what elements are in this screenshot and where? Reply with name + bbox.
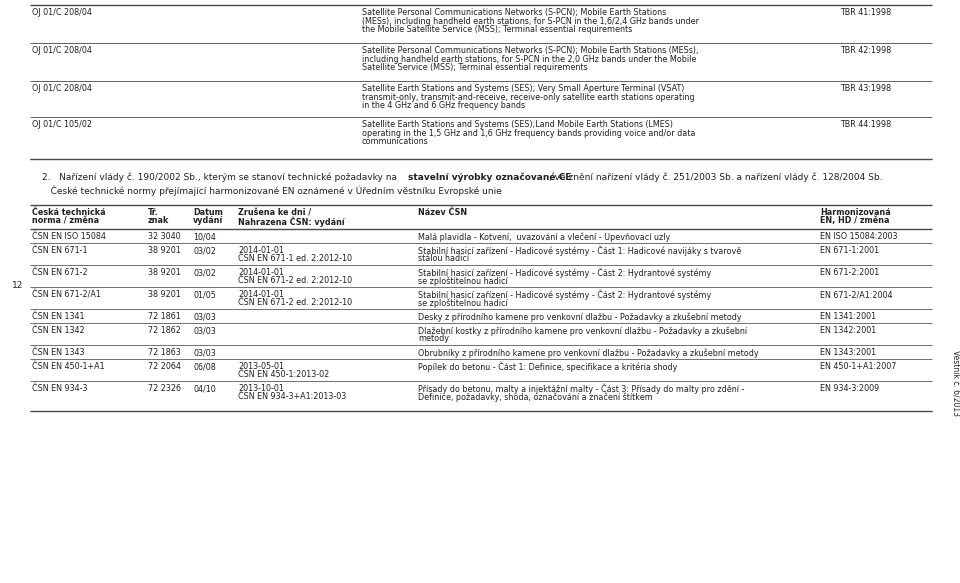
Text: 03/03: 03/03 <box>193 312 216 321</box>
Text: EN, HD / změna: EN, HD / změna <box>820 216 890 225</box>
Text: EN 671-1:2001: EN 671-1:2001 <box>820 246 879 255</box>
Text: communications: communications <box>362 137 429 146</box>
Text: 38 9201: 38 9201 <box>148 268 180 277</box>
Text: 10/04: 10/04 <box>193 232 216 241</box>
Text: EN 934-3:2009: EN 934-3:2009 <box>820 384 879 393</box>
Text: ČSN EN 671-2: ČSN EN 671-2 <box>32 268 87 277</box>
Text: 72 1862: 72 1862 <box>148 326 180 335</box>
Text: 12: 12 <box>12 280 24 290</box>
Text: 38 9201: 38 9201 <box>148 246 180 255</box>
Text: Stabilní hasicí zařízení - Hadicové systémy - Část 2: Hydrantové systémy: Stabilní hasicí zařízení - Hadicové syst… <box>418 290 711 300</box>
Text: 2013-10-01: 2013-10-01 <box>238 384 284 393</box>
Text: EN 671-2:2001: EN 671-2:2001 <box>820 268 879 277</box>
Text: operating in the 1,5 GHz and 1,6 GHz frequency bands providing voice and/or data: operating in the 1,5 GHz and 1,6 GHz fre… <box>362 128 695 138</box>
Text: České technické normy přejímající harmonizované EN oznámené v Úředním věstníku E: České technické normy přejímající harmon… <box>42 185 502 195</box>
Text: 06/08: 06/08 <box>193 362 216 371</box>
Text: Obrubníky z přírodního kamene pro venkovní dlažbu - Požadavky a zkušební metody: Obrubníky z přírodního kamene pro venkov… <box>418 348 758 357</box>
Text: (MESs), including handheld earth stations, for S-PCN in the 1,6/2,4 GHz bands un: (MESs), including handheld earth station… <box>362 16 699 26</box>
Text: Datum: Datum <box>193 208 223 217</box>
Text: transmit-only, transmit-and-receive, receive-only satellite earth stations opera: transmit-only, transmit-and-receive, rec… <box>362 93 694 101</box>
Text: stavelní výrobky označované CE: stavelní výrobky označované CE <box>408 172 571 181</box>
Text: 03/03: 03/03 <box>193 326 216 335</box>
Text: ČSN EN 671-1: ČSN EN 671-1 <box>32 246 87 255</box>
Text: ČSN EN 671-1 ed. 2:2012-10: ČSN EN 671-1 ed. 2:2012-10 <box>238 254 352 263</box>
Text: 03/03: 03/03 <box>193 348 216 357</box>
Text: 2013-05-01: 2013-05-01 <box>238 362 284 371</box>
Text: Název ČSN: Název ČSN <box>418 208 468 217</box>
Text: 2.   Nařízení vlády č. 190/2002 Sb., kterým se stanoví technické požadavky na: 2. Nařízení vlády č. 190/2002 Sb., který… <box>42 172 400 181</box>
Text: vydání: vydání <box>193 216 224 225</box>
Text: ČSN EN 671-2 ed. 2:2012-10: ČSN EN 671-2 ed. 2:2012-10 <box>238 298 352 307</box>
Text: ČSN EN 934-3+A1:2013-03: ČSN EN 934-3+A1:2013-03 <box>238 392 347 401</box>
Text: Harmonizovaná: Harmonizovaná <box>820 208 891 217</box>
Text: 2014-01-01: 2014-01-01 <box>238 246 284 255</box>
Text: including handheld earth stations, for S-PCN in the 2,0 GHz bands under the Mobi: including handheld earth stations, for S… <box>362 54 696 64</box>
Text: 01/05: 01/05 <box>193 290 216 299</box>
Text: ČSN EN 1343: ČSN EN 1343 <box>32 348 84 357</box>
Text: 72 2064: 72 2064 <box>148 362 180 371</box>
Text: the Mobile Satellite Service (MSS); Terminal essential requirements: the Mobile Satellite Service (MSS); Term… <box>362 25 633 34</box>
Text: ČSN EN 671-2/A1: ČSN EN 671-2/A1 <box>32 290 101 299</box>
Text: EN 450-1+A1:2007: EN 450-1+A1:2007 <box>820 362 897 371</box>
Text: OJ 01/C 208/04: OJ 01/C 208/04 <box>32 46 92 55</box>
Text: ČSN EN ISO 15084: ČSN EN ISO 15084 <box>32 232 106 241</box>
Text: TBR 44:1998: TBR 44:1998 <box>840 120 891 129</box>
Text: TBR 42:1998: TBR 42:1998 <box>840 46 891 55</box>
Text: stálou hadicí: stálou hadicí <box>418 254 469 263</box>
Text: 72 1863: 72 1863 <box>148 348 180 357</box>
Text: Satellite Earth Stations and Systems (SES); Very Small Aperture Terminal (VSAT): Satellite Earth Stations and Systems (SE… <box>362 84 684 93</box>
Text: EN 671-2/A1:2004: EN 671-2/A1:2004 <box>820 290 893 299</box>
Text: EN 1342:2001: EN 1342:2001 <box>820 326 876 335</box>
Text: se zploštitelnou hadicí: se zploštitelnou hadicí <box>418 298 508 308</box>
Text: EN 1341:2001: EN 1341:2001 <box>820 312 876 321</box>
Text: 32 3040: 32 3040 <box>148 232 180 241</box>
Text: norma / změna: norma / změna <box>32 216 99 225</box>
Text: Popílek do betonu - Část 1: Definice, specifikace a kritéria shody: Popílek do betonu - Část 1: Definice, sp… <box>418 362 678 373</box>
Text: znak: znak <box>148 216 169 225</box>
Text: Satellite Earth Stations and Systems (SES);Land Mobile Earth Stations (LMES): Satellite Earth Stations and Systems (SE… <box>362 120 673 129</box>
Text: Zrušena ke dni /: Zrušena ke dni / <box>238 208 311 217</box>
Text: Desky z přírodního kamene pro venkovní dlažbu - Požadavky a zkušební metody: Desky z přírodního kamene pro venkovní d… <box>418 312 742 321</box>
Text: ČSN EN 450-1+A1: ČSN EN 450-1+A1 <box>32 362 105 371</box>
Text: ČSN EN 934-3: ČSN EN 934-3 <box>32 384 87 393</box>
Text: ČSN EN 1341: ČSN EN 1341 <box>32 312 84 321</box>
Text: OJ 01/C 105/02: OJ 01/C 105/02 <box>32 120 92 129</box>
Text: 72 2326: 72 2326 <box>148 384 181 393</box>
Text: 03/02: 03/02 <box>193 246 216 255</box>
Text: 03/02: 03/02 <box>193 268 216 277</box>
Text: ČSN EN 671-2 ed. 2:2012-10: ČSN EN 671-2 ed. 2:2012-10 <box>238 276 352 285</box>
Text: Satellite Personal Communications Networks (S-PCN); Mobile Earth Stations (MESs): Satellite Personal Communications Networ… <box>362 46 698 55</box>
Text: Stabilní hasicí zařízení - Hadicové systémy - Část 2: Hydrantové systémy: Stabilní hasicí zařízení - Hadicové syst… <box>418 268 711 279</box>
Text: 2014-01-01: 2014-01-01 <box>238 268 284 277</box>
Text: EN ISO 15084:2003: EN ISO 15084:2003 <box>820 232 898 241</box>
Text: ČSN EN 450-1:2013-02: ČSN EN 450-1:2013-02 <box>238 370 329 379</box>
Text: se zploštitelnou hadicí: se zploštitelnou hadicí <box>418 276 508 286</box>
Text: 2014-01-01: 2014-01-01 <box>238 290 284 299</box>
Text: Dlažební kostky z přírodního kamene pro venkovní dlažbu - Požadavky a zkušební: Dlažební kostky z přírodního kamene pro … <box>418 326 747 335</box>
Text: , ve znění nařízení vlády č. 251/2003 Sb. a nařízení vlády č. 128/2004 Sb.: , ve znění nařízení vlády č. 251/2003 Sb… <box>549 172 882 181</box>
Text: EN 1343:2001: EN 1343:2001 <box>820 348 876 357</box>
Text: TBR 41:1998: TBR 41:1998 <box>840 8 891 17</box>
Text: OJ 01/C 208/04: OJ 01/C 208/04 <box>32 8 92 17</box>
Text: in the 4 GHz and 6 GHz frequency bands: in the 4 GHz and 6 GHz frequency bands <box>362 101 525 110</box>
Text: Satellite Personal Communications Networks (S-PCN); Mobile Earth Stations: Satellite Personal Communications Networ… <box>362 8 666 17</box>
Text: Tř.: Tř. <box>148 208 158 217</box>
Text: Česká technická: Česká technická <box>32 208 106 217</box>
Text: TBR 43:1998: TBR 43:1998 <box>840 84 891 93</box>
Text: OJ 01/C 208/04: OJ 01/C 208/04 <box>32 84 92 93</box>
Text: 72 1861: 72 1861 <box>148 312 180 321</box>
Text: 38 9201: 38 9201 <box>148 290 180 299</box>
Text: metody: metody <box>418 334 449 343</box>
Text: Přísady do betonu, malty a injektážní malty - Část 3: Přísady do malty pro zdění: Přísady do betonu, malty a injektážní ma… <box>418 384 744 395</box>
Text: Věstník č. 6/2013: Věstník č. 6/2013 <box>950 350 959 416</box>
Text: Nahrazena ČSN: vydání: Nahrazena ČSN: vydání <box>238 216 345 227</box>
Text: Stabilní hasicí zařízení - Hadicové systémy - Část 1: Hadicové navijáky s tvarov: Stabilní hasicí zařízení - Hadicové syst… <box>418 246 741 257</box>
Text: Definice, požadavky, shoda, označování a značení štítkem: Definice, požadavky, shoda, označování a… <box>418 392 653 402</box>
Text: Malá plavidla - Kotvení,  uvazování a vlečení - Upevňovací uzly: Malá plavidla - Kotvení, uvazování a vle… <box>418 232 670 241</box>
Text: ČSN EN 1342: ČSN EN 1342 <box>32 326 84 335</box>
Text: 04/10: 04/10 <box>193 384 216 393</box>
Text: Satellite Service (MSS); Terminal essential requirements: Satellite Service (MSS); Terminal essent… <box>362 63 588 72</box>
